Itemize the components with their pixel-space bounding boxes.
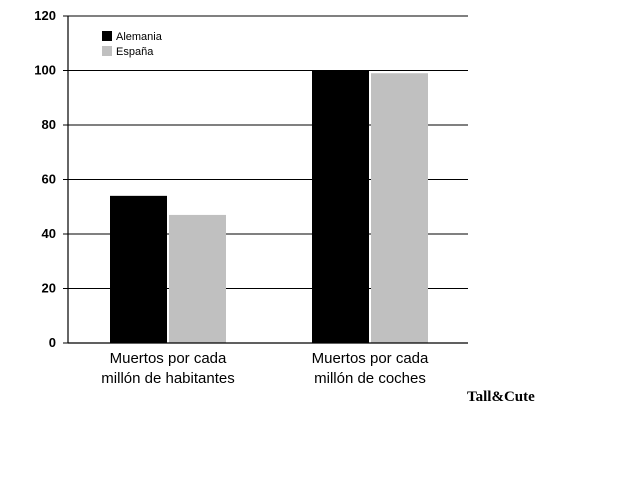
- legend: Alemania España: [102, 31, 163, 58]
- y-tick-label: 0: [49, 335, 56, 350]
- y-tick-label: 100: [34, 63, 56, 78]
- category-label: Muertos por cada: [110, 350, 227, 367]
- bar-alemania-1: [312, 70, 369, 343]
- y-tick-label: 20: [42, 281, 56, 296]
- bars: [110, 70, 428, 343]
- y-axis-ticks: 0 20 40 60 80 100 120: [34, 8, 68, 350]
- category-labels: Muertos por cada millón de habitantes Muer…: [101, 350, 429, 387]
- category-label: millón de coches: [314, 370, 426, 387]
- legend-label: Alemania: [116, 31, 163, 43]
- legend-swatch: [102, 46, 112, 56]
- y-tick-label: 40: [42, 226, 56, 241]
- y-tick-label: 60: [42, 172, 56, 187]
- watermark-text: Tall&Cute: [467, 389, 535, 405]
- category-label: millón de habitantes: [101, 370, 234, 387]
- legend-label: España: [116, 46, 154, 58]
- category-label: Muertos por cada: [312, 350, 429, 367]
- bar-alemania-0: [110, 195, 167, 343]
- bar-espa-a-0: [169, 214, 226, 343]
- axes: [67, 16, 468, 344]
- y-tick-label: 120: [34, 8, 56, 23]
- legend-swatch: [102, 31, 112, 41]
- bar-espa-a-1: [371, 73, 428, 343]
- y-tick-label: 80: [42, 117, 56, 132]
